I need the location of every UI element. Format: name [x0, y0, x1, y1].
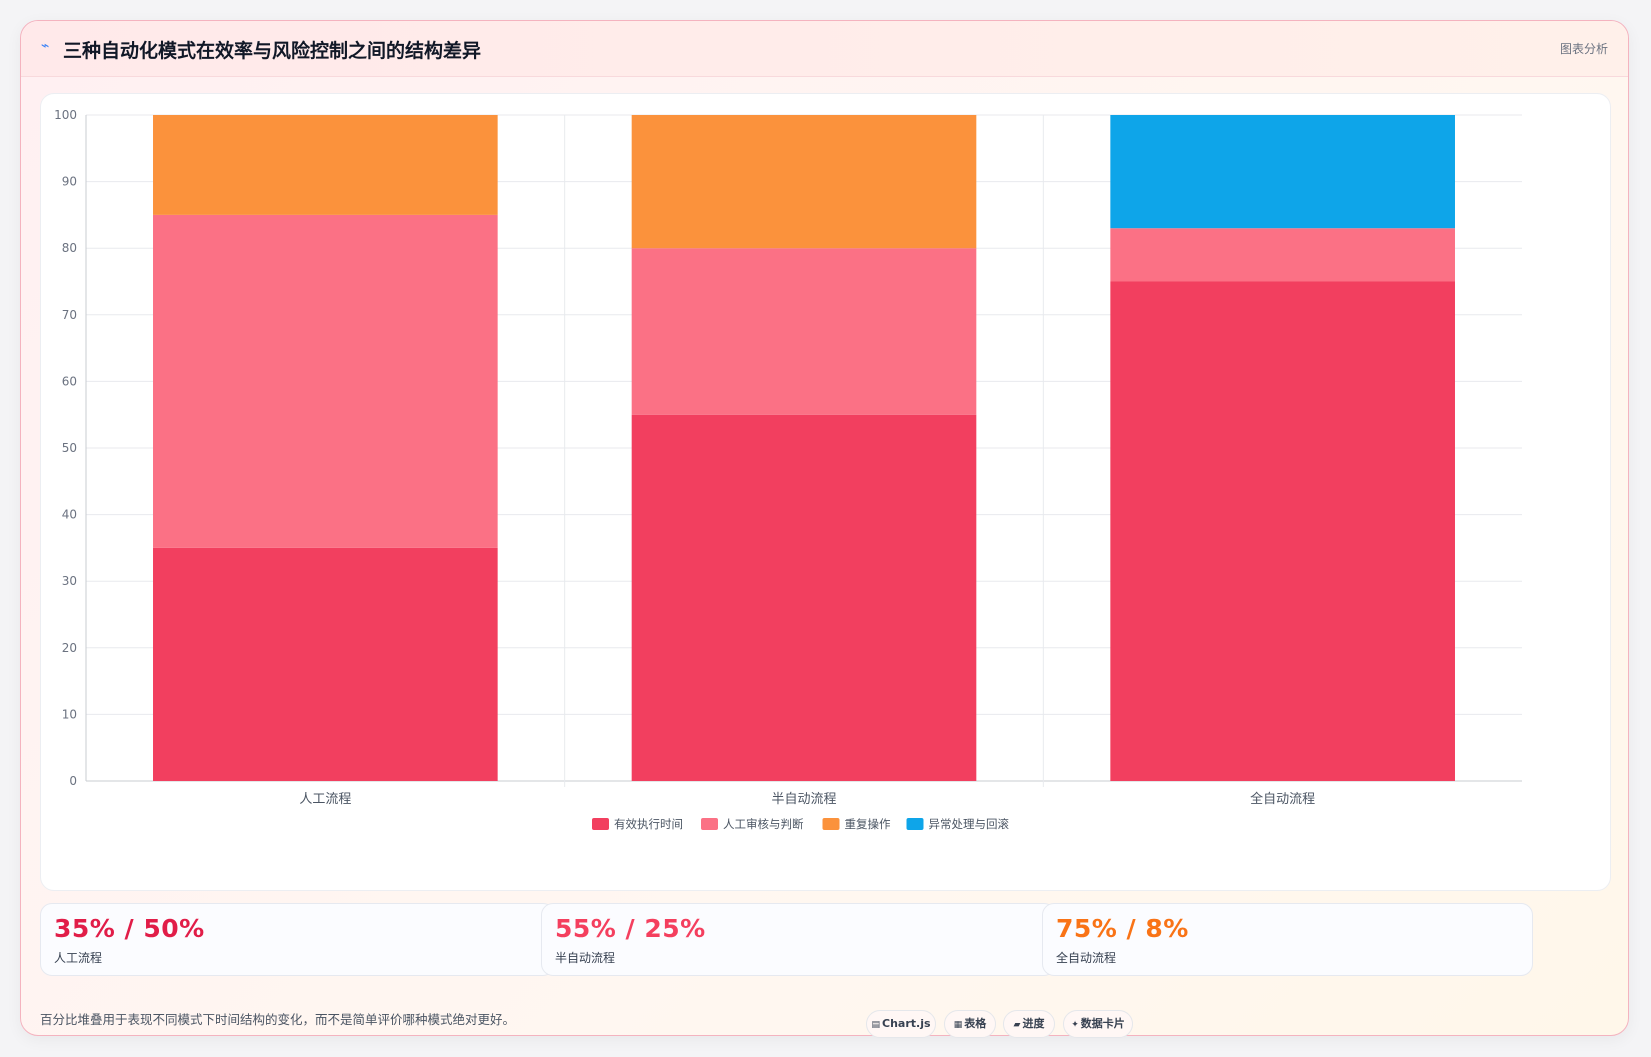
chip-label: 数据卡片: [1080, 1017, 1125, 1030]
bar-segment: [631, 248, 977, 415]
y-tick-label: 0: [69, 774, 77, 788]
y-tick-label: 100: [54, 108, 77, 122]
stat-card-semi-auto: 55% / 25% 半自动流程: [541, 903, 1056, 976]
page-title: 三种自动化模式在效率与风险控制之间的结构差异: [63, 40, 482, 62]
legend-swatch: [701, 818, 718, 830]
y-tick-label: 90: [62, 175, 77, 189]
stat-label: 人工流程: [54, 951, 103, 965]
chip-chartjs[interactable]: ▤ Chart.js: [866, 1010, 936, 1038]
x-tick-label: 半自动流程: [771, 792, 836, 807]
y-tick-label: 30: [62, 574, 77, 588]
stat-value: 35% / 50%: [54, 914, 205, 943]
y-tick-label: 50: [62, 441, 77, 455]
bar-segment: [153, 547, 498, 781]
legend-label: 人工审核与判断: [723, 817, 804, 831]
stat-label: 全自动流程: [1056, 951, 1117, 965]
stacked-bar-chart: 0 10 20 30 40 50 60 70 80 90 100 人工流程 半自动流程 全自动流程有效执行…: [54, 108, 1522, 831]
chip-data-cards[interactable]: ✦ 数据卡片: [1063, 1010, 1133, 1038]
bar-segment: [631, 414, 977, 781]
x-tick-label: 人工流程: [299, 792, 351, 807]
stat-value: 75% / 8%: [1056, 914, 1189, 943]
bar-segment: [1110, 281, 1455, 781]
progress-icon: ▰: [1013, 1020, 1021, 1030]
chart-panel: 0 10 20 30 40 50 60 70 80 90 100 人工流程 半自动流程 全自动流程有效执行…: [40, 93, 1611, 891]
chip-label: Chart.js: [882, 1017, 931, 1030]
chip-progress[interactable]: ▰ 进度: [1003, 1010, 1055, 1038]
sparkle-icon: ✦: [1071, 1020, 1079, 1030]
chart-icon: ▤: [871, 1020, 880, 1030]
stat-cards: 35% / 50% 人工流程 55% / 25% 半自动流程 75% / 8% …: [40, 903, 1611, 976]
chip-table[interactable]: ▦ 表格: [944, 1010, 996, 1038]
legend-label: 异常处理与回滚: [929, 817, 1010, 831]
bar-segment: [631, 115, 977, 249]
card-header: ⌁ 三种自动化模式在效率与风险控制之间的结构差异 图表分析: [21, 21, 1628, 77]
chart-icon: ⌁: [41, 38, 50, 54]
legend-swatch: [592, 818, 609, 830]
chart-analysis-tag: 图表分析: [1559, 42, 1608, 56]
y-tick-label: 10: [62, 707, 77, 721]
y-tick-label: 40: [62, 508, 77, 522]
chart-card: ⌁ 三种自动化模式在效率与风险控制之间的结构差异 图表分析 0 10 20 30 40 5…: [20, 20, 1629, 1038]
bar-segment: [153, 115, 498, 215]
x-tick-label: 全自动流程: [1250, 791, 1315, 807]
chip-label: 表格: [964, 1017, 987, 1030]
y-tick-label: 20: [62, 641, 77, 655]
bar-segment: [1110, 115, 1455, 229]
footnote: 百分比堆叠用于表现不同模式下时间结构的变化，而不是简单评价哪种模式绝对更好。: [40, 1012, 516, 1027]
legend-swatch: [822, 818, 840, 830]
y-tick-label: 60: [62, 374, 77, 388]
stat-card-full-auto: 75% / 8% 全自动流程: [1042, 903, 1533, 976]
stat-value: 55% / 25%: [555, 914, 706, 943]
y-tick-label: 70: [62, 308, 77, 322]
bar-segment: [153, 214, 498, 548]
chip-label: 进度: [1022, 1017, 1045, 1030]
legend-label: 重复操作: [845, 817, 891, 831]
table-icon: ▦: [953, 1020, 963, 1030]
y-tick-label: 80: [62, 241, 77, 255]
legend-swatch: [906, 818, 924, 830]
bar-segment: [1110, 228, 1455, 282]
stat-card-manual: 35% / 50% 人工流程: [40, 903, 555, 976]
stat-label: 半自动流程: [555, 951, 616, 965]
legend-label: 有效执行时间: [614, 817, 683, 831]
